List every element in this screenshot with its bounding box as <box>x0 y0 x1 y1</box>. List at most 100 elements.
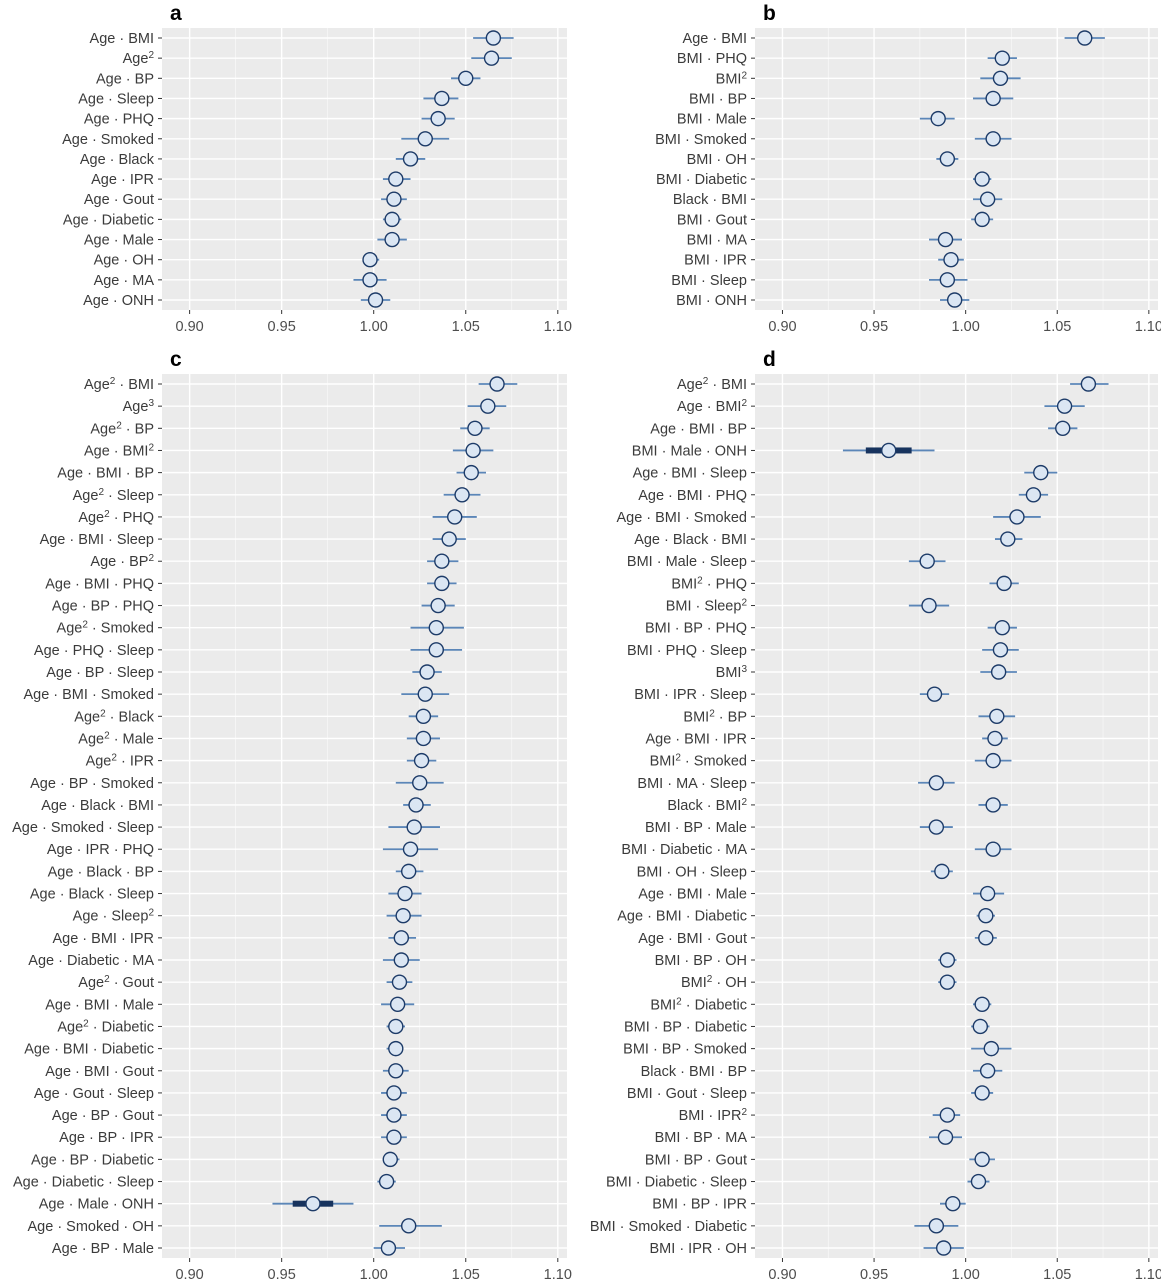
row-label: Age · Smoked · Sleep <box>12 820 154 836</box>
x-tick-label: 1.10 <box>544 319 572 335</box>
row-label: Age2 <box>123 50 155 68</box>
row-label: Age · Black <box>80 152 155 168</box>
point-estimate <box>485 30 502 46</box>
row-label: BMI2 · Diabetic <box>650 996 747 1014</box>
point-estimate <box>930 110 946 127</box>
row-label: BMI · IPR2 <box>679 1107 748 1125</box>
row-label: Age · Black · Sleep <box>30 887 154 903</box>
point-estimate <box>386 191 402 207</box>
x-tick-label: 0.95 <box>860 1267 888 1280</box>
point-estimate <box>415 730 432 747</box>
x-tick-label: 1.10 <box>544 1267 572 1280</box>
row-label: BMI · Diabetic · Sleep <box>606 1175 747 1191</box>
point-estimate <box>1000 531 1016 547</box>
row-label: BMI2 · OH <box>681 974 747 992</box>
row-label: Age · BMI · Smoked <box>23 687 154 703</box>
row-label: Age2 · Diabetic <box>57 1018 154 1036</box>
row-label: BMI · OH <box>687 152 747 168</box>
row-label: BMI · Gout · Sleep <box>627 1086 747 1102</box>
point-estimate <box>996 575 1012 592</box>
row-label: Age · Black · BMI <box>41 798 154 814</box>
point-estimate <box>974 996 990 1013</box>
point-estimate <box>979 885 996 902</box>
x-tick-label: 1.00 <box>360 319 388 335</box>
plot-area-a <box>162 28 567 310</box>
row-label: Age · PHQ · Sleep <box>34 643 154 659</box>
row-label: BMI · PHQ <box>677 51 747 67</box>
panel-b: 0.90 0.95 1.00 1.05 1.10 Age · BMI BMI · PHQ BM… <box>655 2 1161 335</box>
row-label: Age2 · Sleep <box>73 486 154 504</box>
row-label: Age · Smoked · OH <box>27 1219 154 1235</box>
point-estimate <box>406 819 422 835</box>
row-label: Age2 · BP <box>90 420 154 438</box>
row-label: BMI · BP · Male <box>645 820 747 836</box>
point-estimate <box>979 1063 996 1079</box>
point-estimate <box>987 730 1003 747</box>
row-label: BMI2 · BP <box>683 708 747 726</box>
row-label: Age · BP · Diabetic <box>31 1152 154 1168</box>
row-label: Age · Smoked <box>62 132 154 148</box>
point-estimate <box>919 553 935 569</box>
point-estimate <box>480 398 496 414</box>
row-label: Age · BMI · Diabetic <box>24 1042 154 1058</box>
row-label: BMI3 <box>716 664 748 682</box>
row-label: Age · BMI · Smoked <box>616 510 747 526</box>
row-label: Age · BP · PHQ <box>52 599 154 615</box>
point-estimate <box>417 686 433 702</box>
row-label: Age · BMI · IPR <box>645 731 747 747</box>
point-estimate <box>939 151 956 167</box>
row-label: Age3 <box>123 398 155 416</box>
x-tick-label: 1.05 <box>1043 319 1071 335</box>
point-estimate <box>402 841 419 857</box>
point-estimate <box>428 619 444 636</box>
point-estimate <box>430 597 446 614</box>
row-label: Age · Sleep2 <box>73 907 155 925</box>
row-label: Age2 · Gout <box>78 974 154 992</box>
row-label: BMI · OH · Sleep <box>637 864 747 880</box>
row-label: BMI2 <box>716 70 748 88</box>
row-label: Age · BP · IPR <box>59 1130 154 1146</box>
point-estimate <box>881 442 897 459</box>
row-label: BMI · BP · OH <box>655 953 747 969</box>
row-label: Black · BMI <box>673 192 747 208</box>
point-estimate <box>483 50 500 66</box>
row-label: Age · MA <box>94 273 155 289</box>
point-estimate <box>388 1063 404 1079</box>
x-tick-label: 0.90 <box>768 1267 796 1280</box>
point-estimate <box>1056 398 1073 414</box>
row-label: Age · ONH <box>83 293 154 309</box>
point-estimate <box>935 1240 952 1256</box>
row-label: Age · Diabetic · Sleep <box>13 1175 154 1191</box>
point-estimate <box>1033 464 1049 481</box>
row-label: BMI · BP · Diabetic <box>624 1019 747 1035</box>
point-estimate <box>978 907 994 924</box>
row-label: Age · BP · Smoked <box>30 776 154 792</box>
row-label: BMI · IPR <box>684 253 747 269</box>
row-label: Age · BMI · Gout <box>638 931 747 947</box>
row-label: BMI · Diabetic <box>656 172 747 188</box>
point-estimate <box>937 1129 954 1145</box>
point-estimate <box>386 1085 402 1101</box>
row-label: BMI · Male <box>677 112 747 128</box>
point-estimate <box>380 1240 397 1256</box>
point-estimate <box>362 272 378 288</box>
row-label: Age · BMI · Male <box>638 887 747 903</box>
point-estimate <box>388 1018 404 1035</box>
point-estimate <box>389 996 406 1013</box>
point-estimate <box>943 251 959 268</box>
row-label: BMI2 · PHQ <box>671 575 747 593</box>
row-label: Age · BP · Sleep <box>46 665 154 681</box>
point-estimate <box>1025 487 1042 503</box>
point-estimate <box>939 1107 956 1123</box>
row-label: Age · BMI <box>90 31 154 47</box>
point-estimate <box>419 664 435 680</box>
point-estimate <box>388 171 404 187</box>
point-estimate <box>974 171 990 187</box>
point-estimate <box>447 509 463 525</box>
point-estimate <box>417 131 433 147</box>
point-estimate <box>921 597 937 614</box>
x-tick-label: 0.95 <box>860 319 888 335</box>
row-label: Age · BMI · Sleep <box>633 466 747 482</box>
point-estimate <box>397 885 413 902</box>
x-tick-label: 1.00 <box>952 1267 980 1280</box>
